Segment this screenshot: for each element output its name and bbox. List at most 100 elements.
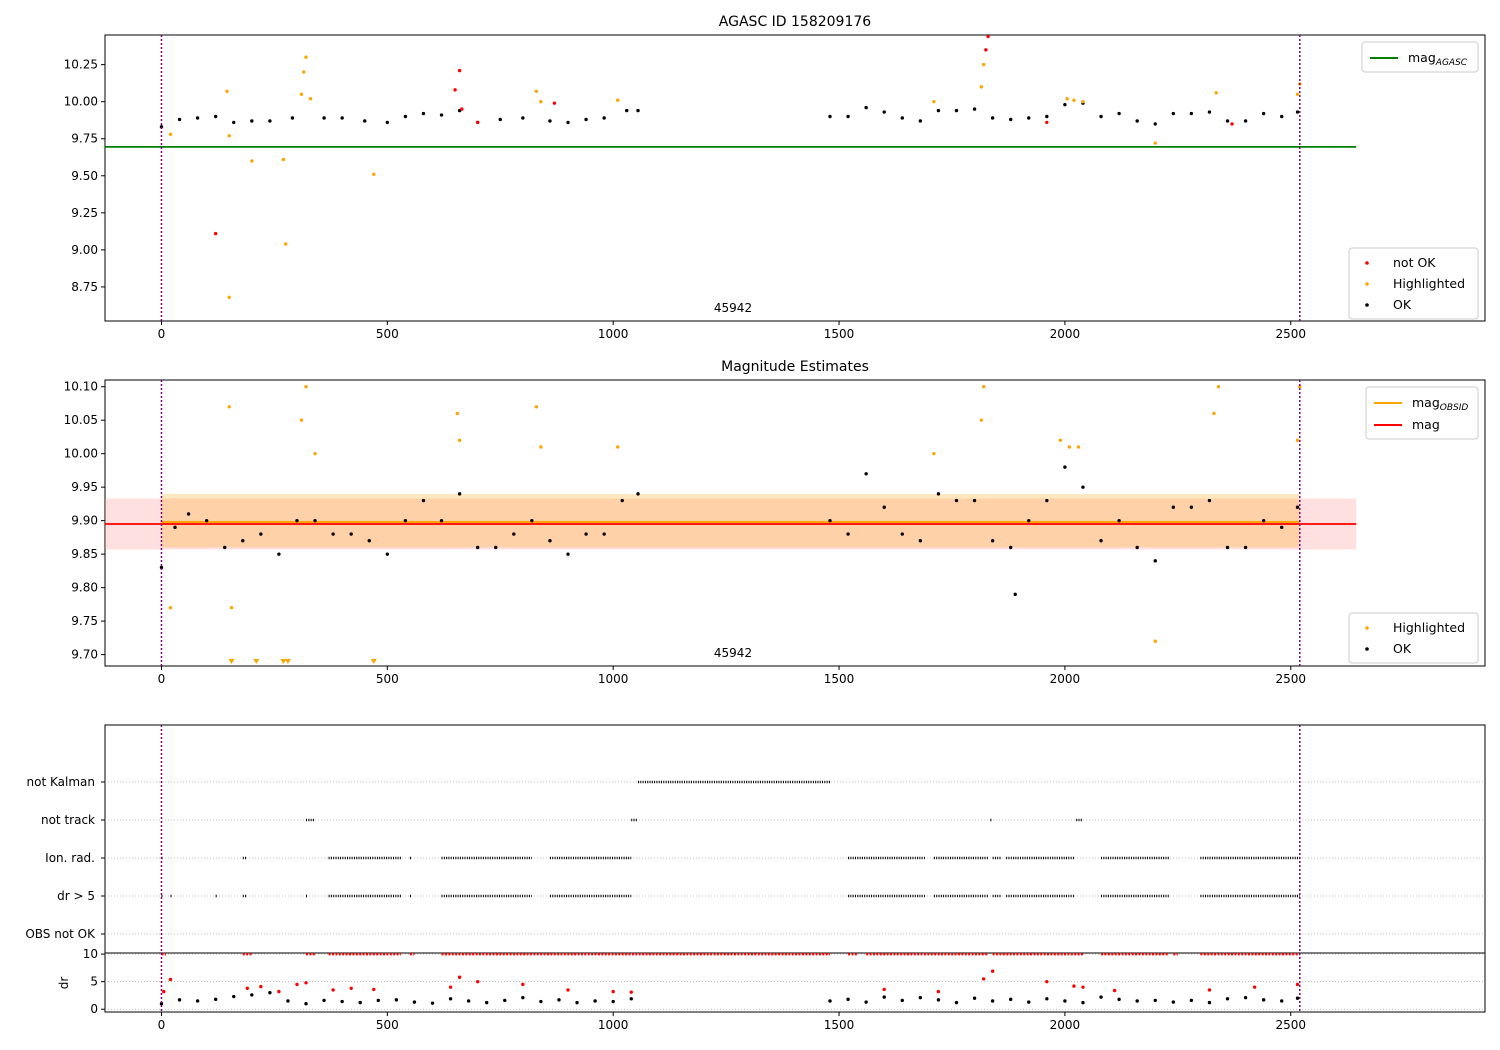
panel2-offscale-marker-0 xyxy=(228,659,235,664)
panel3-category-label-0: OBS not OK xyxy=(25,927,96,941)
panel1-ok-point-25 xyxy=(828,114,832,119)
panel2-ok-point-29 xyxy=(846,532,850,536)
panel2-ok-point-30 xyxy=(864,472,868,476)
panel1-legend-points xyxy=(1348,247,1479,320)
panel1-highlighted-point-9 xyxy=(302,70,306,74)
panel1-ok-point-2 xyxy=(195,116,200,120)
panel2-highlighted-point-2 xyxy=(229,606,234,610)
panel1-ok-point-31 xyxy=(936,108,941,113)
panel2-ok-point-48 xyxy=(1171,505,1176,509)
panel1-ytick-label-6: 10.25 xyxy=(64,58,98,72)
panel2-plot-area xyxy=(105,384,1357,664)
panel2-ok-point-7 xyxy=(277,552,281,556)
panel2-highlighted-point-21 xyxy=(1298,384,1302,389)
panel2-ok-point-1 xyxy=(173,525,177,530)
panel1-ok-point-11 xyxy=(385,120,390,125)
panel4-dr-ok-point-0 xyxy=(159,1002,164,1006)
panel1-ok-point-12 xyxy=(403,114,408,119)
panel1-ok-point-50 xyxy=(1280,114,1284,119)
panel1-ok-point-42 xyxy=(1135,119,1139,123)
panel1-ok-point-0 xyxy=(159,125,164,129)
panel1-ok-point-26 xyxy=(846,114,850,119)
panel4-dr-ok-point-1 xyxy=(177,998,182,1002)
panel1-highlighted-point-22 xyxy=(1214,91,1218,95)
panel2-ytick-label-7: 10.05 xyxy=(64,413,98,427)
panel4-plot-area xyxy=(105,953,1485,1010)
panel1-ok-point-27 xyxy=(864,105,868,110)
panel2-frame xyxy=(104,379,1486,667)
panel1-xtick-label-0: 0 xyxy=(158,327,166,341)
panel4-xtick-label-1500: 1500 xyxy=(824,1018,855,1032)
panel4-dr-high-point-21 xyxy=(1045,979,1049,984)
panel1-ok-point-48 xyxy=(1243,119,1248,123)
panel1-ok-point-51 xyxy=(1295,110,1300,114)
panel1-not-ok-point-1 xyxy=(453,88,457,92)
panel4-dr-ok-point-35 xyxy=(972,996,977,1000)
panel1-ytick-label-0: 8.75 xyxy=(71,280,98,294)
panel4-dr-ok-point-36 xyxy=(990,999,995,1003)
panel1-ok-point-10 xyxy=(363,119,367,123)
panel1-legend-point-label-2: OK xyxy=(1393,297,1412,312)
panel1-highlighted-point-10 xyxy=(304,55,308,59)
panel1-highlighted-point-18 xyxy=(1065,97,1069,101)
panel2-ok-point-17 xyxy=(457,492,462,496)
panel2-ytick-label-4: 9.90 xyxy=(71,514,98,528)
panel1-legend-marker-1 xyxy=(1365,282,1369,286)
panel2-highlighted-point-19 xyxy=(1216,384,1221,389)
panel2-highlighted-point-10 xyxy=(616,445,620,449)
panel2-ok-point-11 xyxy=(349,532,353,536)
panel1-ok-point-36 xyxy=(1027,116,1031,120)
panel4-dr-ok-point-16 xyxy=(448,997,453,1001)
panel4-ytick-label-2: 10 xyxy=(83,947,98,961)
panel2-ok-point-3 xyxy=(204,518,209,523)
panel1-highlighted-point-23 xyxy=(1295,92,1300,96)
panel2-ytick-label-1: 9.75 xyxy=(71,614,98,628)
panel4-dr-high-point-22 xyxy=(1072,984,1076,988)
panel2-highlighted-point-13 xyxy=(981,384,986,389)
panel2-ok-point-46 xyxy=(1135,545,1139,550)
panel2-ok-point-14 xyxy=(403,518,408,523)
panel4-dr-high-point-19 xyxy=(981,977,986,981)
panel2-legend-point-label-0: Highlighted xyxy=(1393,620,1465,635)
panel1-ok-point-38 xyxy=(1063,102,1067,107)
panel1-not-ok-point-3 xyxy=(460,107,464,111)
panel2-highlighted-point-17 xyxy=(1153,639,1157,643)
panel2-ytick-label-0: 9.70 xyxy=(71,648,98,662)
panel1-highlighted-point-17 xyxy=(981,62,986,67)
panel1-ok-point-23 xyxy=(625,108,629,113)
panel4-dr-high-point-27 xyxy=(1295,982,1300,987)
panel2-ok-point-32 xyxy=(900,532,904,536)
panel2-ok-point-20 xyxy=(512,532,516,536)
panel4-dr-high-point-12 xyxy=(475,979,480,984)
panel2-ok-point-44 xyxy=(1099,539,1103,543)
panel2-offscale-marker-1 xyxy=(253,659,260,664)
panel1-xtick-label-1500: 1500 xyxy=(824,327,855,341)
panel1-frame xyxy=(104,34,1486,322)
panel1-legend-point-label-1: Highlighted xyxy=(1393,276,1465,291)
panel4-dr-high-point-5 xyxy=(295,982,299,987)
panel4-dr-ok-point-42 xyxy=(1099,995,1103,999)
panel4-dr-ok-point-21 xyxy=(539,999,543,1004)
panel4-dr-high-point-13 xyxy=(521,982,525,987)
panel4-dr-high-point-11 xyxy=(457,975,462,979)
panel1-ok-point-9 xyxy=(340,116,344,120)
panel2-ok-point-22 xyxy=(548,539,552,543)
panel2-ok-point-0 xyxy=(159,565,164,570)
panel1-ok-point-33 xyxy=(972,107,977,111)
panel2-ok-point-42 xyxy=(1063,465,1067,469)
panel2-highlighted-point-20 xyxy=(1295,438,1300,442)
panel3-plot-area xyxy=(105,780,1485,935)
panel4-dr-ok-point-51 xyxy=(1261,998,1266,1002)
panel4-dr-high-point-10 xyxy=(448,985,453,989)
panel4-dr-high-point-18 xyxy=(936,989,941,994)
panel4-dr-ok-point-12 xyxy=(376,998,380,1003)
chart-layer: 0 500 1000 1500 2000 25008.759.009.259.509.75… xyxy=(25,34,1486,1032)
panel1-ytick-label-1: 9.00 xyxy=(71,243,98,257)
panel1-ok-point-43 xyxy=(1153,122,1157,126)
panel1-highlighted-point-16 xyxy=(979,85,984,89)
panel4-dr-high-point-1 xyxy=(168,977,173,982)
panel4-dr-ok-point-7 xyxy=(286,999,290,1003)
panel4-dr-ok-point-11 xyxy=(358,1000,362,1005)
panel1-ok-point-3 xyxy=(213,114,218,119)
